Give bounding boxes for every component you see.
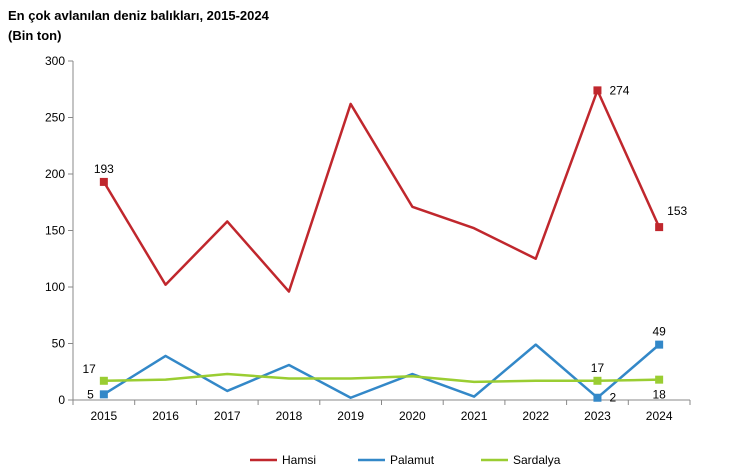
x-tick-label: 2022 <box>522 409 549 423</box>
x-tick-label: 2019 <box>337 409 364 423</box>
data-point-marker <box>593 393 602 402</box>
legend-label: Sardalya <box>513 453 561 467</box>
data-point-marker <box>593 376 602 385</box>
y-tick-label: 150 <box>45 224 65 238</box>
y-tick-label: 200 <box>45 167 65 181</box>
series-line-hamsi <box>102 89 661 293</box>
data-label: 274 <box>609 83 629 97</box>
x-tick-label: 2020 <box>399 409 426 423</box>
x-tick-label: 2015 <box>90 409 117 423</box>
chart-title-block: En çok avlanılan deniz balıkları, 2015-2… <box>8 6 269 46</box>
data-label: 2 <box>609 391 616 405</box>
data-label: 17 <box>82 362 96 376</box>
data-label: 18 <box>652 388 666 402</box>
y-tick-label: 250 <box>45 111 65 125</box>
legend-label: Hamsi <box>282 453 316 467</box>
data-point-marker <box>99 376 108 385</box>
data-label: 17 <box>591 361 605 375</box>
x-tick-label: 2018 <box>276 409 303 423</box>
y-tick-label: 50 <box>52 337 66 351</box>
data-point-marker <box>655 340 664 349</box>
x-tick-label: 2016 <box>152 409 179 423</box>
data-label: 49 <box>652 325 666 339</box>
x-tick-label: 2024 <box>646 409 673 423</box>
data-point-marker <box>655 223 664 232</box>
series-line-sardalya <box>103 372 660 384</box>
x-tick-label: 2021 <box>461 409 488 423</box>
data-point-marker <box>99 177 108 186</box>
x-tick-label: 2023 <box>584 409 611 423</box>
data-label: 5 <box>87 387 94 401</box>
x-tick-label: 2017 <box>214 409 241 423</box>
data-label: 153 <box>667 204 687 218</box>
y-tick-label: 300 <box>45 54 65 68</box>
chart-title: En çok avlanılan deniz balıkları, 2015-2… <box>8 8 269 23</box>
y-tick-label: 100 <box>45 280 65 294</box>
series-line-palamut <box>103 343 660 399</box>
data-label: 193 <box>94 162 114 176</box>
legend-label: Palamut <box>390 453 435 467</box>
chart-subtitle: (Bin ton) <box>8 28 62 43</box>
data-point-marker <box>593 86 602 95</box>
data-point-marker <box>99 390 108 399</box>
data-point-marker <box>655 375 664 384</box>
y-tick-label: 0 <box>58 393 65 407</box>
